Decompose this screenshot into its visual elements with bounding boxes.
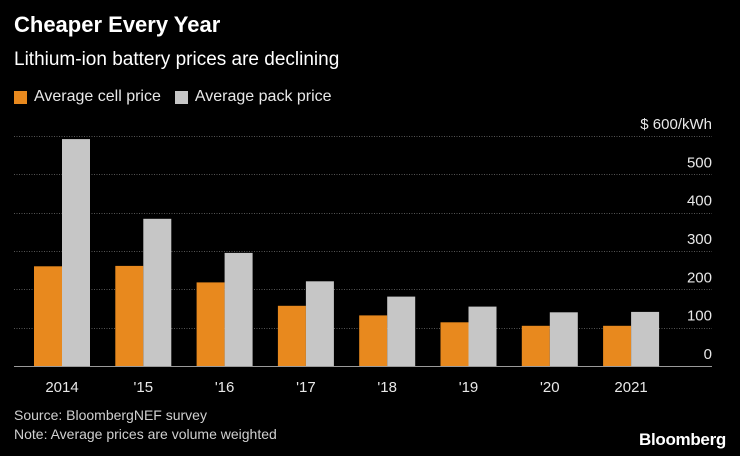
bar-pack-6 <box>549 312 578 366</box>
bar-cell-5 <box>440 322 469 366</box>
footnote: Note: Average prices are volume weighted <box>14 426 277 442</box>
y-tick-label-500: 500 <box>687 154 712 171</box>
bar-cell-3 <box>277 305 306 366</box>
bar-pack-4 <box>387 296 416 366</box>
bar-cell-6 <box>521 325 550 367</box>
chart-subtitle: Lithium-ion battery prices are declining <box>14 49 340 70</box>
x-tick-label-5: '19 <box>459 379 479 396</box>
bar-pack-1 <box>143 218 172 366</box>
x-tick-label-1: '15 <box>134 379 154 396</box>
bar-cell-4 <box>359 315 388 366</box>
x-tick-label-4: '18 <box>377 379 397 396</box>
legend-item-pack: Average pack price <box>174 88 332 106</box>
bloomberg-logo: Bloomberg <box>638 430 726 449</box>
legend-label-cell: Average cell price <box>34 88 161 105</box>
bar-pack-7 <box>631 311 660 366</box>
bar-pack-5 <box>468 306 497 366</box>
y-tick-label-400: 400 <box>687 193 712 210</box>
x-tick-label-2: '16 <box>215 379 235 396</box>
x-tick-label-3: '17 <box>296 379 316 396</box>
legend-swatch-cell <box>14 90 27 104</box>
legend-label-pack: Average pack price <box>194 88 332 105</box>
y-tick-label-100: 100 <box>687 308 712 325</box>
bar-cell-0 <box>34 266 62 366</box>
legend: Average cell price Average pack price <box>14 86 346 108</box>
x-tick-label-0: 2014 <box>45 379 78 396</box>
x-tick-label-6: '20 <box>540 379 560 396</box>
y-tick-label-0: 0 <box>704 346 712 363</box>
y-tick-label-300: 300 <box>687 231 712 248</box>
y-tick-label-200: 200 <box>687 269 712 286</box>
x-tick-label-7: 2021 <box>614 379 647 396</box>
chart-title: Cheaper Every Year <box>14 12 221 37</box>
bar-cell-2 <box>196 282 225 366</box>
bar-cell-1 <box>115 265 144 366</box>
source-note: Source: BloombergNEF survey <box>14 407 207 423</box>
bar-pack-2 <box>224 252 253 366</box>
y-tick-label-600: $ 600/kWh <box>640 116 712 133</box>
legend-item-cell: Average cell price <box>14 88 161 106</box>
bar-pack-3 <box>305 281 334 366</box>
bar-cell-7 <box>603 325 632 367</box>
bar-pack-0 <box>62 139 90 366</box>
legend-swatch-pack <box>174 90 188 104</box>
